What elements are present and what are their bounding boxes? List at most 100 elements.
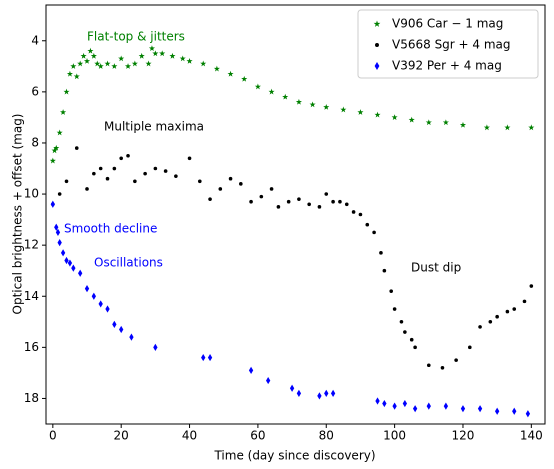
data-point <box>198 179 202 184</box>
data-point <box>163 169 168 173</box>
data-point <box>174 174 178 178</box>
data-point <box>372 230 376 235</box>
data-point <box>317 392 322 400</box>
data-point <box>77 60 84 67</box>
data-point <box>57 239 62 247</box>
data-point <box>80 52 87 59</box>
annotation: Smooth decline <box>64 222 157 236</box>
data-point <box>323 104 330 110</box>
data-point <box>187 156 192 161</box>
data-point <box>505 309 510 314</box>
data-point <box>131 60 138 67</box>
data-point <box>94 60 101 67</box>
x-axis-label: Time (day since discovery) <box>213 449 375 463</box>
data-point <box>208 197 212 201</box>
data-point <box>228 176 233 181</box>
data-point <box>200 60 207 67</box>
data-point <box>351 210 356 214</box>
annotation: Dust dip <box>411 261 461 275</box>
data-point <box>282 93 289 100</box>
data-point <box>399 320 404 324</box>
data-point <box>249 199 253 204</box>
data-point <box>105 176 110 181</box>
data-point <box>239 182 243 186</box>
data-point <box>440 365 445 370</box>
data-point <box>63 88 70 95</box>
data-point <box>392 402 397 410</box>
data-point <box>504 124 511 131</box>
data-point <box>105 305 110 313</box>
data-point <box>307 202 311 207</box>
data-point <box>218 187 223 191</box>
data-point <box>477 405 483 413</box>
y-tick-label: 4 <box>31 33 39 47</box>
data-point <box>425 119 432 126</box>
data-point <box>295 98 302 105</box>
data-point <box>143 171 147 176</box>
data-point <box>60 109 67 115</box>
data-point <box>97 63 104 69</box>
x-tick-label: 20 <box>114 429 129 443</box>
data-point <box>70 63 77 69</box>
data-point <box>126 153 130 158</box>
data-point <box>64 256 69 265</box>
data-point <box>124 63 132 69</box>
legend: V906 Car − 1 mag V5668 Sgr + 4 mag V392 Pe… <box>357 9 539 79</box>
data-point <box>324 389 329 397</box>
data-point <box>365 222 370 227</box>
data-point <box>426 363 431 368</box>
data-point <box>389 289 393 293</box>
data-point <box>495 314 499 319</box>
x-tick-label: 60 <box>250 429 265 443</box>
data-point <box>529 284 534 288</box>
data-point <box>153 166 158 171</box>
data-point <box>74 146 79 150</box>
data-point <box>460 405 466 413</box>
legend-box <box>357 9 539 79</box>
data-point <box>512 307 517 311</box>
annotation: Flat-top & jitters <box>87 30 185 44</box>
data-point <box>330 389 336 397</box>
legend-marker <box>374 62 380 70</box>
y-tick-label: 10 <box>24 187 39 201</box>
y-tick-label: 16 <box>24 340 39 354</box>
data-point <box>392 307 397 311</box>
data-point <box>118 55 125 62</box>
data-point <box>119 156 123 161</box>
data-point <box>78 269 83 277</box>
data-point <box>84 284 90 293</box>
data-point <box>112 320 117 328</box>
data-point <box>317 205 322 209</box>
data-point <box>104 60 111 67</box>
data-point <box>87 47 94 54</box>
data-point <box>213 65 220 72</box>
data-point <box>382 268 387 273</box>
data-point <box>324 192 329 196</box>
data-point <box>152 50 159 57</box>
data-point <box>296 389 302 397</box>
data-point <box>494 407 500 415</box>
x-tick-label: 140 <box>520 429 543 443</box>
data-point <box>297 197 301 201</box>
annotation: Oscillations <box>94 256 163 270</box>
data-point <box>73 73 80 80</box>
data-point <box>309 101 316 108</box>
data-point <box>55 228 61 236</box>
data-point <box>145 60 152 67</box>
x-tick-label: 40 <box>182 429 197 443</box>
data-point <box>138 52 145 59</box>
data-point <box>241 75 248 82</box>
data-point <box>153 343 158 351</box>
data-point <box>67 259 73 267</box>
data-point <box>265 376 271 385</box>
data-point <box>64 179 69 184</box>
data-point <box>159 50 166 57</box>
y-tick-label: 6 <box>31 84 39 98</box>
data-point <box>92 171 96 176</box>
data-point <box>269 187 274 191</box>
data-point <box>357 109 364 115</box>
data-point <box>443 402 449 410</box>
data-point <box>148 45 155 52</box>
data-point <box>344 202 349 207</box>
data-point <box>56 129 63 136</box>
